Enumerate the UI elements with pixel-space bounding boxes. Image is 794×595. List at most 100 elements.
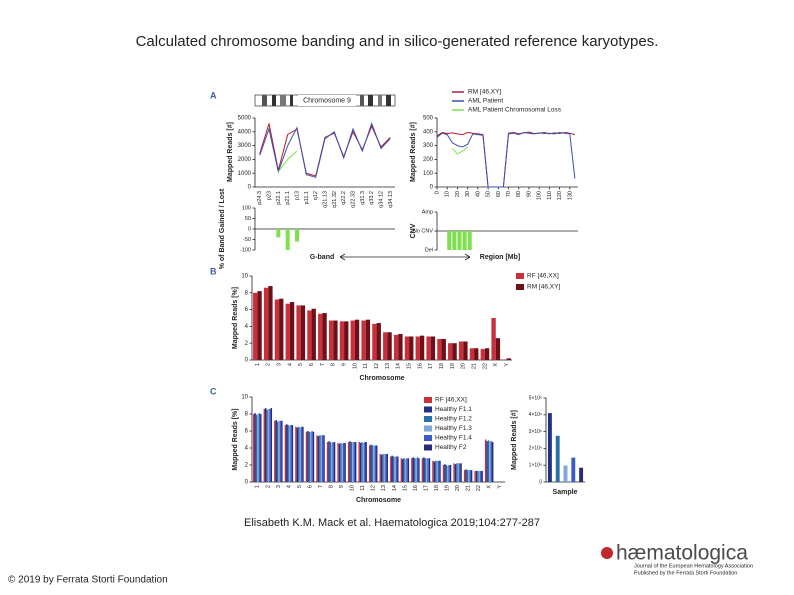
bar xyxy=(365,319,371,360)
x-tick-label: q34.12 xyxy=(378,191,384,208)
x-tick-label: 120 xyxy=(557,191,563,200)
bar xyxy=(288,425,291,482)
y-tick-label: 3000 xyxy=(238,143,252,149)
y-tick-label: 1×10⁶ xyxy=(529,463,542,469)
bar xyxy=(463,341,468,360)
y-tick-label: 6 xyxy=(245,429,249,435)
bar xyxy=(319,435,321,482)
x-tick-label: q12 xyxy=(313,191,319,200)
y-tick-label: 10 xyxy=(241,274,248,280)
y-tick-label: 8 xyxy=(245,290,249,296)
bar xyxy=(350,320,355,360)
bar xyxy=(339,321,345,360)
x-tick-label: 11 xyxy=(360,485,366,491)
bar xyxy=(295,426,297,482)
x-tick-label: 80 xyxy=(516,191,522,197)
bar xyxy=(299,427,301,482)
bar xyxy=(412,457,414,482)
bar xyxy=(463,470,466,482)
bar xyxy=(354,442,357,482)
x-tick-label: 130 xyxy=(567,191,573,200)
bar xyxy=(376,323,381,360)
logo-tagline: Journal of the European Hematology Assoc… xyxy=(634,563,753,569)
bar xyxy=(296,305,301,360)
bar xyxy=(475,470,478,482)
x-tick-label: 14 xyxy=(396,363,402,369)
bar xyxy=(260,414,262,482)
bar xyxy=(285,229,290,250)
legend-label: RM [46,XY] xyxy=(527,284,560,291)
line xyxy=(436,131,576,188)
bar xyxy=(302,426,304,482)
bar xyxy=(480,470,482,482)
bar xyxy=(407,458,410,482)
bar xyxy=(344,321,349,360)
bar xyxy=(425,458,428,482)
bar xyxy=(298,426,300,482)
bar xyxy=(489,441,491,482)
legend-label: Healthy F1.1 xyxy=(435,406,472,413)
bar xyxy=(364,442,366,482)
legend-label: Healthy F1.2 xyxy=(435,416,472,423)
bar xyxy=(338,443,341,482)
bar xyxy=(418,458,420,482)
legend-label: RM [46,XY] xyxy=(468,89,501,96)
x-tick-label: 18 xyxy=(434,485,440,491)
bar xyxy=(478,470,481,482)
x-tick-label: 50 xyxy=(486,191,492,197)
bar xyxy=(458,463,461,482)
y-tick-label: 50 xyxy=(245,216,251,222)
ideogram xyxy=(254,94,396,107)
y-tick-label: 0 xyxy=(248,185,252,191)
bar xyxy=(383,453,386,482)
bar xyxy=(379,453,381,482)
bar xyxy=(571,457,576,482)
bar xyxy=(326,442,329,482)
bar xyxy=(296,427,299,482)
x-tick-label: q21.13 xyxy=(322,191,328,208)
bar xyxy=(385,453,387,482)
bar xyxy=(563,465,568,482)
citation: Elisabeth K.M. Mack et al. Haematologica… xyxy=(244,517,540,529)
x-tick-label: 12 xyxy=(374,363,380,369)
bar xyxy=(300,426,303,482)
bar xyxy=(329,442,332,482)
legend-swatch xyxy=(516,284,524,290)
bar xyxy=(308,431,310,482)
bar xyxy=(344,442,346,482)
x-tick-label: X xyxy=(487,485,493,489)
bar xyxy=(416,457,419,482)
bar xyxy=(275,419,277,482)
bar xyxy=(453,463,455,482)
bar xyxy=(331,442,333,482)
bar xyxy=(254,413,256,482)
bar xyxy=(284,425,287,482)
y-axis-label: Mapped Reads [#] xyxy=(410,122,417,182)
x-tick-label: 22 xyxy=(482,363,488,369)
bar xyxy=(373,445,375,482)
bar xyxy=(426,336,431,360)
bar xyxy=(257,414,259,482)
y-tick-label: Del xyxy=(425,247,433,253)
y-tick-label: 5000 xyxy=(238,116,252,122)
x-tick-label: 6 xyxy=(307,485,313,488)
bar xyxy=(281,420,283,482)
x-tick-label: 7 xyxy=(318,485,324,488)
bar xyxy=(287,425,289,482)
x-tick-label: 13 xyxy=(385,363,391,369)
bar xyxy=(305,431,308,482)
bar xyxy=(309,431,312,482)
y-tick-label: 500 xyxy=(423,116,434,122)
bar xyxy=(403,458,405,482)
legend-swatch xyxy=(424,416,432,422)
y-tick-label: 300 xyxy=(423,143,434,149)
bar xyxy=(436,460,438,482)
x-tick-label: 4 xyxy=(287,363,293,366)
bar xyxy=(506,358,511,360)
y-tick-label: -50 xyxy=(243,237,251,243)
bar xyxy=(400,458,403,482)
y-tick-label: 400 xyxy=(423,129,434,135)
panel-label: B xyxy=(210,266,217,276)
bar xyxy=(382,453,384,482)
bar xyxy=(437,460,440,482)
